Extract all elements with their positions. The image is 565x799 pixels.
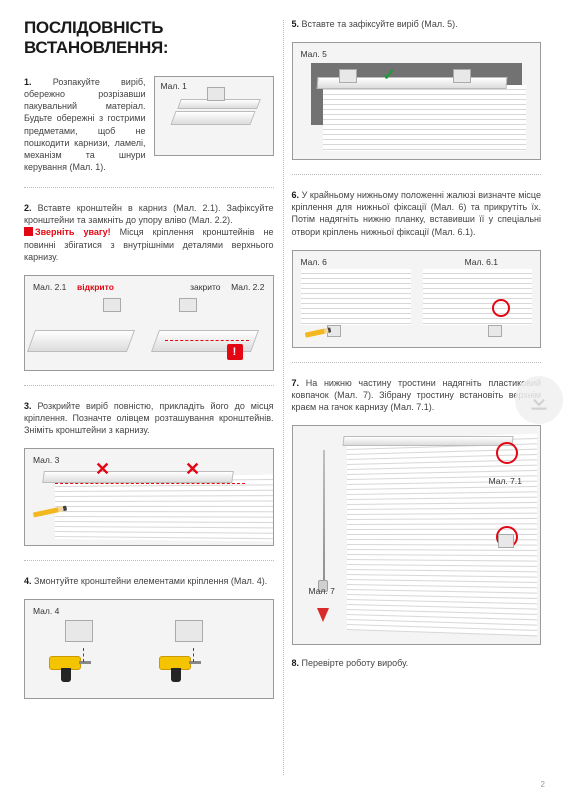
step-8-num: 8.	[292, 658, 300, 668]
figure-6: Мал. 6 Мал. 6.1	[292, 250, 542, 348]
separator	[24, 187, 274, 188]
separator	[24, 560, 274, 561]
step-4-body: Змонтуйте кронштейни елементами кріпленн…	[34, 576, 267, 586]
figure-5: Мал. 5 ✓	[292, 42, 542, 160]
closed-label: закрито	[190, 282, 220, 292]
step-5-num: 5.	[292, 19, 300, 29]
step-3: 3. Розкрийте виріб повністю, прикладіть …	[24, 400, 274, 436]
step-3-body: Розкрийте виріб повністю, прикладіть йог…	[24, 401, 274, 435]
figure-1: Мал. 1	[154, 76, 274, 156]
step-1-body: Розпакуйте виріб, обережно розрізавши па…	[24, 77, 146, 172]
step-6-body: У крайньому нижньому положенні жалюзі ви…	[292, 190, 542, 236]
step-4-num: 4.	[24, 576, 32, 586]
figure-3: Мал. 3 ✕ ✕	[24, 448, 274, 546]
figure-71-label: Мал. 7.1	[489, 476, 522, 486]
figure-4-label: Мал. 4	[33, 606, 59, 616]
left-column: ПОСЛІДОВНІСТЬ ВСТАНОВЛЕННЯ: 1. Розпакуйт…	[24, 18, 274, 785]
figure-1-label: Мал. 1	[161, 81, 187, 91]
figure-7-label: Мал. 7	[309, 586, 335, 596]
watermark-icon	[515, 376, 563, 424]
figure-2: Мал. 2.1 відкрито закрито Мал. 2.2 !	[24, 275, 274, 371]
figure-21-label: Мал. 2.1	[33, 282, 66, 292]
step-8: 8. Перевірте роботу виробу.	[292, 657, 542, 669]
figure-7: Мал. 7 Мал. 7.1	[292, 425, 542, 645]
step-3-num: 3.	[24, 401, 32, 411]
page-title: ПОСЛІДОВНІСТЬ ВСТАНОВЛЕННЯ:	[24, 18, 274, 58]
step-5-body: Вставте та зафіксуйте виріб (Мал. 5).	[302, 19, 458, 29]
figure-22-label: Мал. 2.2	[231, 282, 264, 292]
warning-icon: !	[227, 344, 243, 360]
step-2-num: 2.	[24, 203, 32, 213]
step-1-num: 1.	[24, 77, 32, 87]
step-4: 4. Змонтуйте кронштейни елементами кріпл…	[24, 575, 274, 587]
step-8-body: Перевірте роботу виробу.	[302, 658, 409, 668]
x-mark-icon: ✕	[185, 459, 200, 480]
step-1: 1. Розпакуйте виріб, обережно розрізавши…	[24, 76, 274, 173]
open-label: відкрито	[77, 282, 114, 292]
check-icon: ✓	[383, 65, 396, 85]
step-7-num: 7.	[292, 378, 300, 388]
step-6: 6. У крайньому нижньому положенні жалюзі…	[292, 189, 542, 238]
figure-5-label: Мал. 5	[301, 49, 327, 59]
right-column: 5. Вставте та зафіксуйте виріб (Мал. 5).…	[292, 18, 542, 785]
page: ПОСЛІДОВНІСТЬ ВСТАНОВЛЕННЯ: 1. Розпакуйт…	[0, 0, 565, 799]
alert-icon	[24, 227, 33, 236]
step-5: 5. Вставте та зафіксуйте виріб (Мал. 5).	[292, 18, 542, 30]
alert-label: Зверніть увагу!	[35, 227, 111, 237]
separator	[292, 174, 542, 175]
separator	[292, 362, 542, 363]
figure-3-label: Мал. 3	[33, 455, 59, 465]
step-7-body: На нижню частину тростини надягніть плас…	[292, 378, 542, 412]
step-1-text: 1. Розпакуйте виріб, обережно розрізавши…	[24, 76, 146, 173]
step-2: 2. Вставте кронштейн в карниз (Мал. 2.1)…	[24, 202, 274, 263]
figure-61-label: Мал. 6.1	[465, 257, 498, 267]
figure-6-label: Мал. 6	[301, 257, 327, 267]
page-number: 2	[541, 780, 545, 789]
column-divider	[283, 20, 284, 775]
step-2-body: Вставте кронштейн в карниз (Мал. 2.1). З…	[24, 203, 274, 225]
x-mark-icon: ✕	[95, 459, 110, 480]
figure-4: Мал. 4	[24, 599, 274, 699]
step-7: 7. На нижню частину тростини надягніть п…	[292, 377, 542, 413]
separator	[24, 385, 274, 386]
step-6-num: 6.	[292, 190, 300, 200]
